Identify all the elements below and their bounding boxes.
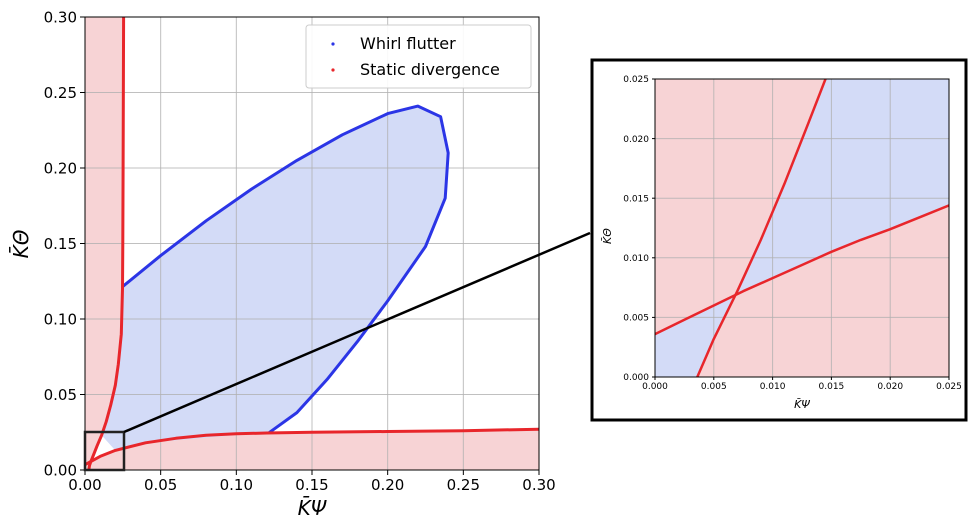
inset-y-axis-label: K̄Θ <box>601 228 614 244</box>
inset-whirl-region-lower <box>655 294 737 377</box>
main-ytick-label-5: 0.25 <box>44 84 77 102</box>
legend-marker-whirl-flutter <box>331 42 335 46</box>
main-xtick-label-4: 0.20 <box>371 476 404 494</box>
main-xtick-label-3: 0.15 <box>295 476 328 494</box>
inset-ytick-label-5: 0.025 <box>623 75 649 85</box>
main-ytick-label-3: 0.15 <box>44 235 77 253</box>
main-series-line-1 <box>87 17 126 470</box>
main-xtick-label-1: 0.05 <box>144 476 177 494</box>
inset-chart: 0.000 0.005 0.010 0.015 0.020 0.025 0.000 0.005… <box>590 58 968 422</box>
main-ytick-label-0: 0.00 <box>44 461 77 479</box>
inset-x-axis-label: K̄Ψ <box>794 398 810 411</box>
inset-ytick-label-3: 0.015 <box>623 194 649 204</box>
inset-xtick-label-5: 0.025 <box>936 382 962 392</box>
inset-series-line-0 <box>696 79 827 377</box>
main-y-axis-label: K̄Θ <box>8 229 33 258</box>
main-xtick-label-0: 0.00 <box>68 476 101 494</box>
zoom-region-box <box>83 430 126 472</box>
inset-xtick-label-3: 0.015 <box>819 382 845 392</box>
main-xtick-label-2: 0.10 <box>220 476 253 494</box>
main-series-line-2 <box>85 427 539 467</box>
inset-series-line-1 <box>655 204 949 336</box>
inset-whirl-region-upper <box>736 79 949 295</box>
inset-ytick-label-1: 0.005 <box>623 314 649 324</box>
main-series-line-0 <box>122 104 450 434</box>
main-ytick-label-6: 0.30 <box>44 8 77 26</box>
inset-ticks: 0.000 0.005 0.010 0.015 0.020 0.025 0.000 0.005… <box>623 75 962 392</box>
legend-label-whirl-flutter: Whirl flutter <box>360 34 456 53</box>
main-ticks: 0.00 0.05 0.10 0.15 0.20 0.25 0.30 0.00 0.05 0.10… <box>44 8 556 494</box>
inset-ytick-label-4: 0.020 <box>623 135 649 145</box>
main-xtick-label-5: 0.25 <box>447 476 480 494</box>
inset-series-lines <box>655 79 949 377</box>
main-xtick-label-6: 0.30 <box>522 476 555 494</box>
legend-marker-static-divergence <box>331 68 335 72</box>
inset-ytick-label-0: 0.000 <box>623 373 649 383</box>
main-series-lines <box>85 17 539 470</box>
whirl-flutter-region <box>101 106 449 451</box>
main-chart: 0.00 0.05 0.10 0.15 0.20 0.25 0.30 0.00 0.05 0.10… <box>8 8 555 520</box>
main-x-axis-label: K̄Ψ <box>298 495 328 520</box>
main-ytick-label-2: 0.10 <box>44 310 77 328</box>
inset-xtick-label-0: 0.000 <box>642 382 668 392</box>
main-ytick-label-4: 0.20 <box>44 159 77 177</box>
legend: Whirl flutter Static divergence <box>305 24 532 89</box>
inset-ytick-label-2: 0.010 <box>623 254 649 264</box>
main-ytick-label-1: 0.05 <box>44 386 77 404</box>
inset-plot-frame <box>654 78 950 378</box>
inset-xtick-label-4: 0.020 <box>877 382 903 392</box>
zoom-connector-upper <box>123 231 591 434</box>
legend-box <box>305 24 532 89</box>
legend-label-static-divergence: Static divergence <box>360 60 500 79</box>
inset-xtick-label-2: 0.010 <box>760 382 786 392</box>
inset-plot-background <box>655 79 949 377</box>
inset-xtick-label-1: 0.005 <box>701 382 727 392</box>
